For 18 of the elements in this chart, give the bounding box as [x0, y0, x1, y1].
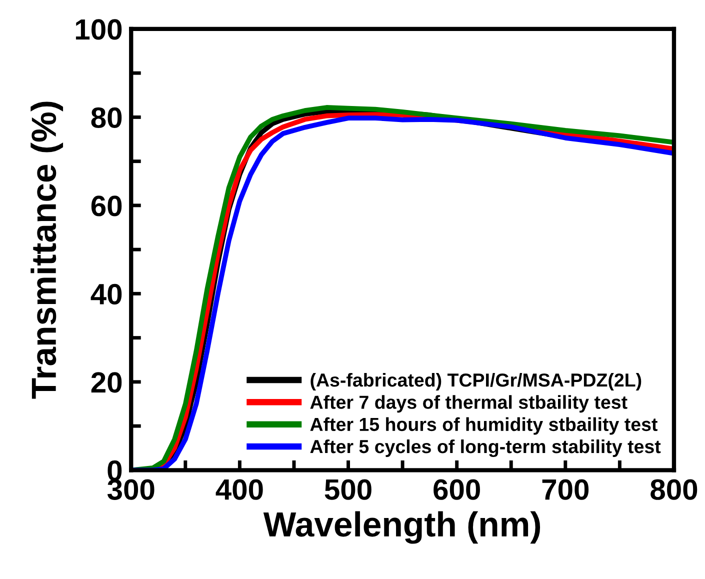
- x-tick-label: 700: [542, 479, 589, 500]
- x-tick-label: 800: [650, 479, 698, 500]
- y-tick-label: 80: [91, 107, 122, 128]
- x-tick-label: 400: [216, 479, 263, 500]
- x-tick-label: 300: [107, 479, 154, 500]
- x-axis-title: Wavelength (nm): [263, 511, 540, 544]
- x-tick-label: 500: [324, 479, 372, 500]
- x-tick-label: 600: [434, 479, 480, 500]
- y-tick-label: 0: [108, 460, 122, 482]
- legend-label: After 7 days of thermal stbaility test: [310, 395, 628, 413]
- y-tick-label: 100: [76, 19, 122, 40]
- y-tick-label: 60: [91, 196, 122, 216]
- y-axis-title: Transmittance (%): [30, 102, 64, 399]
- y-tick-label: 20: [91, 372, 122, 393]
- legend-label: (As-fabricated) TCPI/Gr/MSA-PDZ(2L): [310, 372, 642, 390]
- y-tick-label: 40: [90, 284, 122, 305]
- legend-label: After 5 cycles of long-term stability test: [310, 439, 661, 458]
- legend-label: After 15 hours of humidity stbaility test: [310, 417, 658, 435]
